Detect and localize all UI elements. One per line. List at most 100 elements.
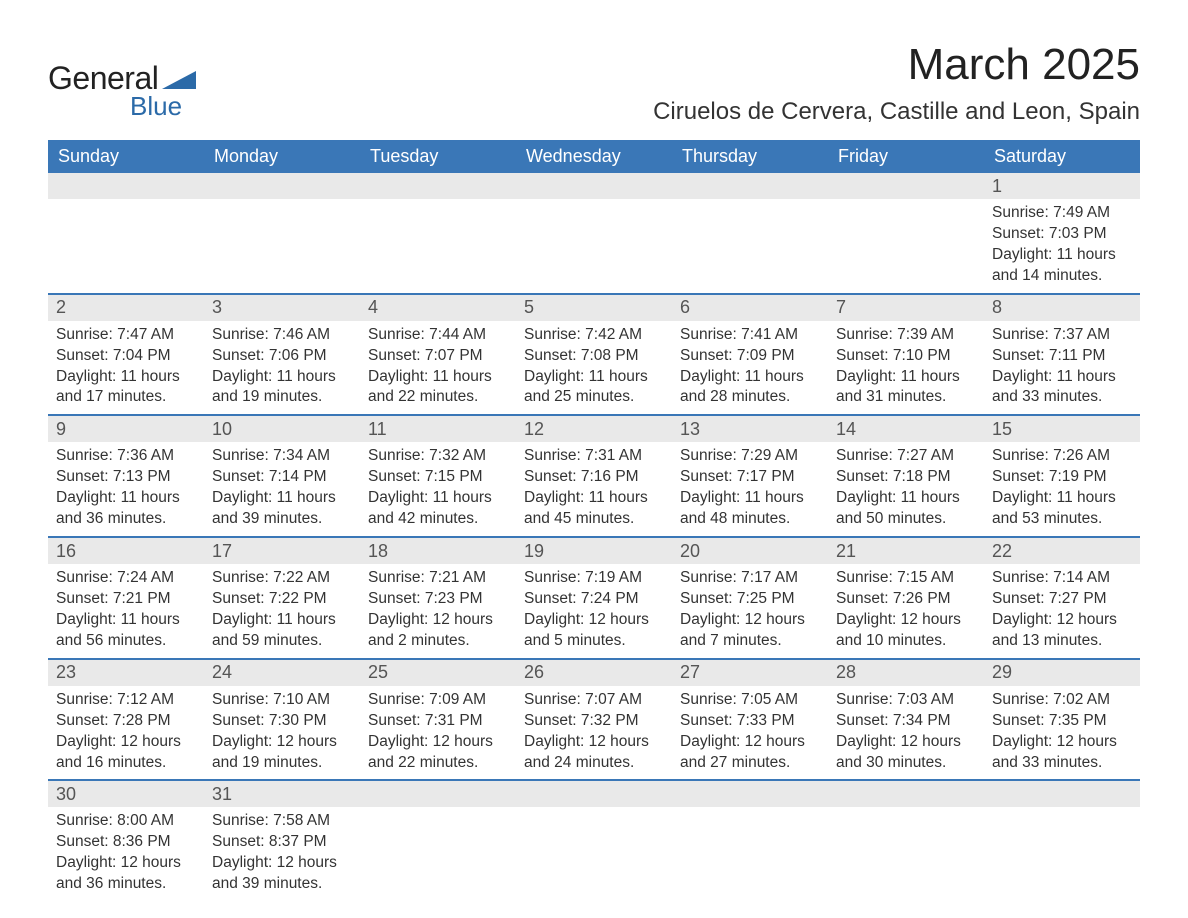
daylight-text: Daylight: 12 hours and 13 minutes. (992, 610, 1132, 652)
calendar-cell: 5Sunrise: 7:42 AMSunset: 7:08 PMDaylight… (516, 295, 672, 415)
day-number-bar: 1 (984, 173, 1140, 199)
weekday-header: Tuesday (360, 140, 516, 173)
daylight-text: Daylight: 11 hours and 50 minutes. (836, 488, 976, 530)
daylight-text: Daylight: 12 hours and 7 minutes. (680, 610, 820, 652)
day-number-bar: 4 (360, 295, 516, 321)
calendar-cell: 16Sunrise: 7:24 AMSunset: 7:21 PMDayligh… (48, 538, 204, 658)
day-number-bar: 23 (48, 660, 204, 686)
logo-triangle-icon (162, 67, 196, 94)
day-number-bar: 10 (204, 416, 360, 442)
day-info: Sunrise: 7:15 AMSunset: 7:26 PMDaylight:… (828, 564, 984, 658)
daylight-text: Daylight: 11 hours and 25 minutes. (524, 367, 664, 409)
sunrise-text: Sunrise: 7:32 AM (368, 446, 508, 467)
daylight-text: Daylight: 11 hours and 53 minutes. (992, 488, 1132, 530)
calendar-cell (984, 781, 1140, 901)
day-info: Sunrise: 7:31 AMSunset: 7:16 PMDaylight:… (516, 442, 672, 536)
day-number-bar: 28 (828, 660, 984, 686)
day-info: Sunrise: 7:24 AMSunset: 7:21 PMDaylight:… (48, 564, 204, 658)
day-info: Sunrise: 7:14 AMSunset: 7:27 PMDaylight:… (984, 564, 1140, 658)
day-number-bar: 8 (984, 295, 1140, 321)
calendar-cell: 28Sunrise: 7:03 AMSunset: 7:34 PMDayligh… (828, 660, 984, 780)
calendar-cell: 30Sunrise: 8:00 AMSunset: 8:36 PMDayligh… (48, 781, 204, 901)
sunset-text: Sunset: 7:11 PM (992, 346, 1132, 367)
calendar-cell: 13Sunrise: 7:29 AMSunset: 7:17 PMDayligh… (672, 416, 828, 536)
day-number-bar (204, 173, 360, 199)
day-number-bar: 30 (48, 781, 204, 807)
day-number-bar: 16 (48, 538, 204, 564)
calendar-cell: 4Sunrise: 7:44 AMSunset: 7:07 PMDaylight… (360, 295, 516, 415)
sunrise-text: Sunrise: 7:19 AM (524, 568, 664, 589)
day-number-bar: 19 (516, 538, 672, 564)
day-number-bar (828, 173, 984, 199)
daylight-text: Daylight: 11 hours and 14 minutes. (992, 245, 1132, 287)
sunset-text: Sunset: 7:23 PM (368, 589, 508, 610)
day-info: Sunrise: 7:09 AMSunset: 7:31 PMDaylight:… (360, 686, 516, 780)
sunset-text: Sunset: 7:10 PM (836, 346, 976, 367)
calendar-cell: 10Sunrise: 7:34 AMSunset: 7:14 PMDayligh… (204, 416, 360, 536)
day-info: Sunrise: 7:03 AMSunset: 7:34 PMDaylight:… (828, 686, 984, 780)
weekday-header: Wednesday (516, 140, 672, 173)
sunrise-text: Sunrise: 7:34 AM (212, 446, 352, 467)
daylight-text: Daylight: 12 hours and 22 minutes. (368, 732, 508, 774)
calendar-week-row: 9Sunrise: 7:36 AMSunset: 7:13 PMDaylight… (48, 414, 1140, 536)
day-info: Sunrise: 7:26 AMSunset: 7:19 PMDaylight:… (984, 442, 1140, 536)
day-number-bar: 31 (204, 781, 360, 807)
calendar-cell: 1Sunrise: 7:49 AMSunset: 7:03 PMDaylight… (984, 173, 1140, 293)
sunset-text: Sunset: 7:19 PM (992, 467, 1132, 488)
sunset-text: Sunset: 8:36 PM (56, 832, 196, 853)
day-info: Sunrise: 7:32 AMSunset: 7:15 PMDaylight:… (360, 442, 516, 536)
sunset-text: Sunset: 7:35 PM (992, 711, 1132, 732)
sunrise-text: Sunrise: 7:58 AM (212, 811, 352, 832)
calendar-cell (828, 173, 984, 293)
daylight-text: Daylight: 11 hours and 45 minutes. (524, 488, 664, 530)
sunset-text: Sunset: 7:22 PM (212, 589, 352, 610)
daylight-text: Daylight: 12 hours and 30 minutes. (836, 732, 976, 774)
sunrise-text: Sunrise: 7:14 AM (992, 568, 1132, 589)
sunrise-text: Sunrise: 7:36 AM (56, 446, 196, 467)
calendar-cell: 11Sunrise: 7:32 AMSunset: 7:15 PMDayligh… (360, 416, 516, 536)
calendar-cell (516, 781, 672, 901)
daylight-text: Daylight: 11 hours and 48 minutes. (680, 488, 820, 530)
day-info: Sunrise: 7:46 AMSunset: 7:06 PMDaylight:… (204, 321, 360, 415)
day-number-bar: 6 (672, 295, 828, 321)
calendar-cell: 29Sunrise: 7:02 AMSunset: 7:35 PMDayligh… (984, 660, 1140, 780)
calendar-cell (360, 781, 516, 901)
calendar-cell: 14Sunrise: 7:27 AMSunset: 7:18 PMDayligh… (828, 416, 984, 536)
sunset-text: Sunset: 7:03 PM (992, 224, 1132, 245)
sunrise-text: Sunrise: 7:02 AM (992, 690, 1132, 711)
page-title: March 2025 (653, 40, 1140, 90)
day-number-bar (984, 781, 1140, 807)
day-info: Sunrise: 7:36 AMSunset: 7:13 PMDaylight:… (48, 442, 204, 536)
day-number-bar: 9 (48, 416, 204, 442)
day-info: Sunrise: 7:39 AMSunset: 7:10 PMDaylight:… (828, 321, 984, 415)
day-info: Sunrise: 7:41 AMSunset: 7:09 PMDaylight:… (672, 321, 828, 415)
calendar-cell: 9Sunrise: 7:36 AMSunset: 7:13 PMDaylight… (48, 416, 204, 536)
sunrise-text: Sunrise: 7:27 AM (836, 446, 976, 467)
sunset-text: Sunset: 7:09 PM (680, 346, 820, 367)
sunset-text: Sunset: 7:08 PM (524, 346, 664, 367)
calendar-cell: 23Sunrise: 7:12 AMSunset: 7:28 PMDayligh… (48, 660, 204, 780)
day-number-bar (828, 781, 984, 807)
day-number-bar: 2 (48, 295, 204, 321)
sunset-text: Sunset: 7:31 PM (368, 711, 508, 732)
day-info: Sunrise: 7:47 AMSunset: 7:04 PMDaylight:… (48, 321, 204, 415)
sunrise-text: Sunrise: 7:42 AM (524, 325, 664, 346)
sunset-text: Sunset: 7:15 PM (368, 467, 508, 488)
sunrise-text: Sunrise: 7:22 AM (212, 568, 352, 589)
day-number-bar (360, 781, 516, 807)
sunrise-text: Sunrise: 7:07 AM (524, 690, 664, 711)
calendar-cell: 17Sunrise: 7:22 AMSunset: 7:22 PMDayligh… (204, 538, 360, 658)
calendar-cell (672, 173, 828, 293)
sunrise-text: Sunrise: 7:15 AM (836, 568, 976, 589)
daylight-text: Daylight: 11 hours and 36 minutes. (56, 488, 196, 530)
calendar-cell: 12Sunrise: 7:31 AMSunset: 7:16 PMDayligh… (516, 416, 672, 536)
sunset-text: Sunset: 7:33 PM (680, 711, 820, 732)
sunset-text: Sunset: 7:26 PM (836, 589, 976, 610)
day-info: Sunrise: 8:00 AMSunset: 8:36 PMDaylight:… (48, 807, 204, 901)
calendar-cell: 7Sunrise: 7:39 AMSunset: 7:10 PMDaylight… (828, 295, 984, 415)
calendar-week-row: 30Sunrise: 8:00 AMSunset: 8:36 PMDayligh… (48, 779, 1140, 901)
daylight-text: Daylight: 11 hours and 28 minutes. (680, 367, 820, 409)
day-number-bar (516, 781, 672, 807)
day-number-bar (672, 173, 828, 199)
sunset-text: Sunset: 7:28 PM (56, 711, 196, 732)
